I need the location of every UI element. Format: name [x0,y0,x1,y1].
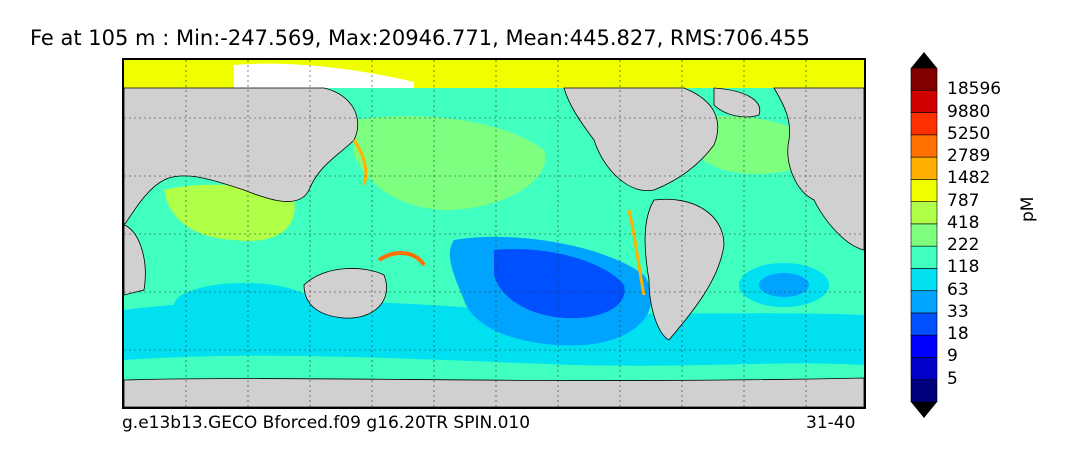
japan-coast-high-fe [352,139,368,186]
peru-coast-high-fe [627,209,646,296]
north-pacific-subpolar [354,116,546,210]
north-indian-ocean-region [164,184,295,241]
colorbar-tick-label: 118 [947,257,980,278]
indian-ocean-gyre [174,283,314,327]
case-name-label: g.e13b13.GECO Bforced.f09 g16.20TR SPIN.… [122,413,531,433]
colorbar-segment [910,112,938,136]
colorbar-segment [910,67,938,91]
chart-title: Fe at 105 m : Min:-247.569, Max:20946.77… [30,26,810,50]
colorbar-segment [910,134,938,158]
eurasia-landmass [124,87,359,226]
south-america-landmass [644,198,725,341]
north-america-landmass [563,87,719,192]
antarctica-landmass [124,377,864,407]
colorbar-tick-label: 418 [947,212,980,233]
colorbar-segment [910,245,938,269]
map-panel [122,58,866,409]
graticule [124,60,864,407]
colorbar-tick-label: 9 [947,346,958,367]
colorbar-segment [910,268,938,291]
map-svg [124,60,864,407]
colorbar-tick-label: 1482 [947,168,991,189]
colorbar-segment [910,357,938,381]
colorbar-segment [910,201,938,225]
colorbar-unit-label: pM [1018,196,1038,222]
colorbar-segment [910,334,938,358]
colorbar [910,52,938,418]
africa-east-landmass [124,224,146,296]
colorbar-tick-label: 63 [947,279,969,300]
years-label: 31-40 [806,413,856,433]
colorbar-tick-label: 5 [947,368,958,389]
colorbar-tick-label: 5250 [947,123,991,144]
south-atlantic-gyre-core [759,273,809,297]
colorbar-segment [910,179,938,202]
colorbar-extend-max [911,52,937,68]
colorbar-tick-label: 2789 [947,146,991,167]
new-guinea-high-fe [377,251,426,267]
colorbar-tick-label: 18596 [947,79,1002,100]
colorbar-tick-label: 787 [947,190,980,211]
australia-landmass [303,268,387,319]
south-pacific-gyre-core [494,249,625,319]
colorbar-tick-label: 222 [947,235,980,256]
colorbar-segment [910,290,938,314]
europe-africa-landmass [773,87,864,251]
colorbar-segment [910,223,938,247]
colorbar-extend-min [911,402,937,418]
colorbar-tick-label: 9880 [947,101,991,122]
colorbar-segment [910,156,938,180]
colorbar-tick-label: 33 [947,301,969,322]
colorbar-segment [910,89,938,113]
colorbar-segment [910,312,938,336]
greenland-landmass [713,87,761,118]
sea-ice-region [234,63,414,88]
colorbar-tick-label: 18 [947,324,969,345]
colorbar-segment [910,379,938,403]
